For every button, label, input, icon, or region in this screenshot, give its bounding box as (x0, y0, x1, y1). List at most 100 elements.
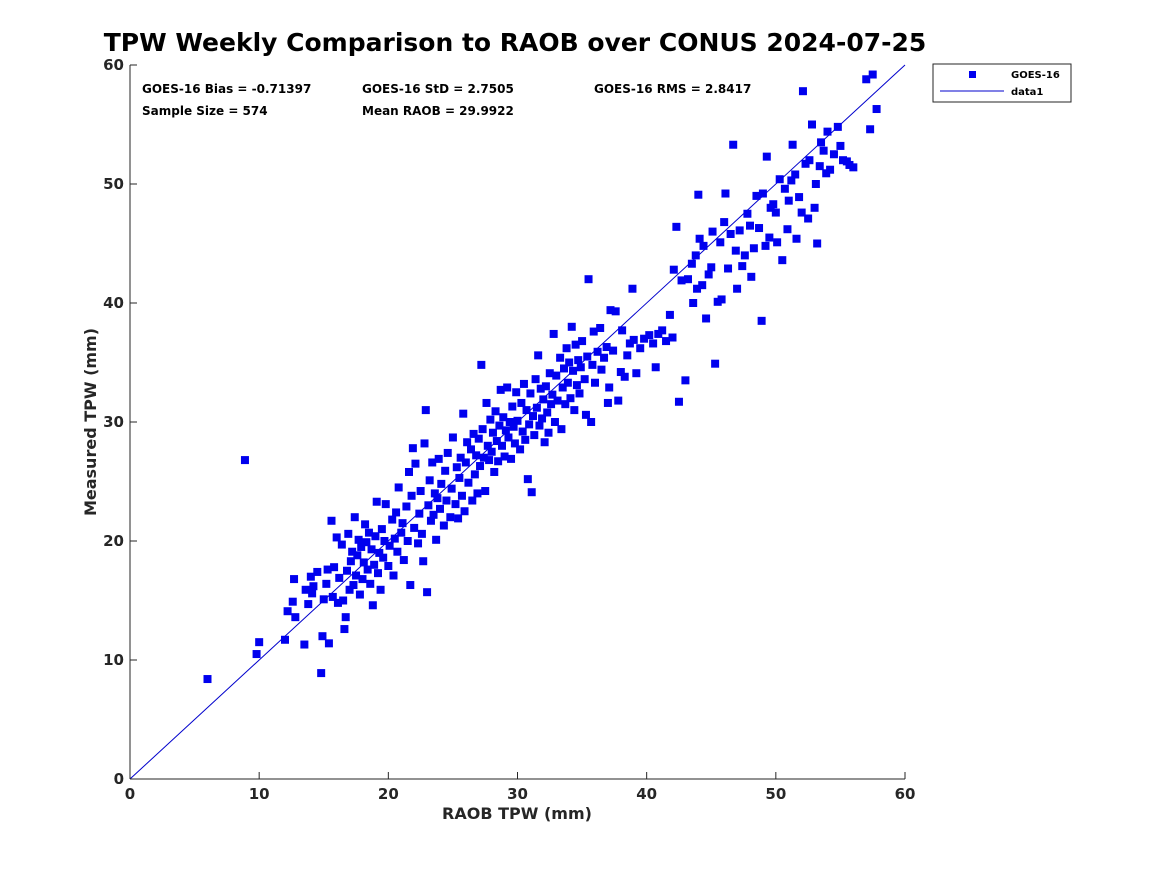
scatter-point (717, 295, 726, 304)
scatter-point (726, 229, 735, 238)
scatter-point (552, 371, 561, 380)
scatter-point (349, 581, 358, 590)
legend-marker-goes16 (969, 71, 976, 78)
scatter-point (332, 533, 341, 542)
scatter-point (773, 238, 782, 247)
scatter-point (385, 541, 394, 550)
scatter-point (486, 415, 495, 424)
scatter-point (482, 398, 491, 407)
scatter-point (281, 635, 289, 644)
scatter-point (420, 439, 429, 448)
scatter-point (581, 410, 590, 419)
scatter-point (357, 542, 366, 551)
scatter-point (433, 494, 442, 503)
scatter-point (454, 514, 463, 523)
scatter-point (304, 600, 313, 609)
scatter-point (352, 571, 361, 580)
scatter-point (544, 428, 553, 437)
scatter-point (603, 398, 612, 407)
scatter-point (424, 501, 433, 510)
scatter-point (372, 497, 381, 506)
scatter-point (597, 365, 606, 374)
scatter-point (488, 428, 497, 437)
scatter-point (415, 509, 424, 518)
scatter-point (588, 360, 597, 369)
scatter-point (562, 344, 571, 353)
y-tick-label: 0 (114, 770, 124, 788)
scatter-point (609, 346, 618, 355)
scatter-point (354, 535, 363, 544)
scatter-point (408, 444, 417, 453)
scatter-point (496, 385, 505, 394)
scatter-point (733, 284, 742, 293)
scatter-point (687, 259, 696, 268)
scatter-point (442, 496, 451, 505)
scatter-point (571, 340, 580, 349)
scatter-point (343, 566, 351, 575)
x-tick-label: 40 (636, 785, 657, 803)
scatter-point (576, 363, 585, 372)
scatter-point (833, 122, 842, 131)
scatter-point (399, 556, 408, 565)
scatter-point (758, 189, 767, 198)
scatter-point (558, 383, 567, 392)
scatter-point (720, 218, 729, 227)
scatter-point (765, 233, 774, 242)
scatter-point (583, 352, 592, 361)
stat-sample-size: Sample Size = 574 (142, 104, 268, 118)
scatter-point (374, 569, 382, 578)
scatter-point (323, 565, 332, 574)
scatter-point (457, 491, 466, 500)
scatter-point (778, 256, 787, 265)
tick-labels: 0 10 20 30 40 50 60 0 10 20 30 40 50 60 (103, 56, 915, 803)
scatter-point (866, 125, 875, 134)
y-tick-label: 60 (103, 56, 124, 74)
scatter-point (364, 528, 373, 537)
scatter-point (317, 669, 326, 678)
scatter-point (430, 489, 439, 498)
scatter-point (443, 448, 452, 457)
scatter-point (808, 120, 816, 129)
x-tick-label: 10 (249, 785, 270, 803)
scatter-point (716, 238, 725, 247)
scatter-point (510, 439, 519, 448)
scatter-point (384, 561, 393, 570)
scatter-point (587, 418, 596, 426)
scatter-point (819, 146, 828, 155)
scatter-point (536, 384, 545, 393)
scatter-point (531, 375, 540, 384)
scatter-point (534, 351, 543, 360)
scatter-point (240, 456, 249, 465)
scatter-point (487, 447, 496, 456)
scatter-point (500, 452, 509, 461)
scatter-point (406, 581, 415, 590)
scatter-point (591, 378, 599, 387)
scatter-point (530, 431, 539, 440)
scatter-point (322, 579, 331, 588)
scatter-point (784, 196, 793, 205)
stat-bias: GOES-16 Bias = -0.71397 (142, 82, 311, 96)
scatter-point (836, 141, 845, 150)
scatter-point (481, 487, 490, 496)
scatter-point (377, 525, 386, 534)
scatter-point (410, 523, 419, 532)
scatter-point (306, 572, 315, 581)
scatter-point (596, 323, 605, 332)
scatter-point (731, 246, 740, 255)
scatter-point (532, 403, 541, 412)
scatter-point (368, 601, 377, 610)
scatter-point (797, 208, 806, 217)
scatter-point (649, 339, 658, 348)
scatter-point (437, 479, 446, 488)
scatter-point (868, 70, 877, 79)
scatter-point (757, 316, 766, 325)
scatter-point (735, 226, 744, 235)
scatter-point (318, 632, 327, 641)
scatter-point (451, 500, 460, 509)
scatter-point (553, 396, 562, 405)
x-axis-label: RAOB TPW (mm) (442, 804, 592, 823)
scatter-point (695, 234, 704, 243)
scatter-point (390, 534, 399, 543)
scatter-point (556, 353, 565, 362)
scatter-point (507, 454, 516, 463)
